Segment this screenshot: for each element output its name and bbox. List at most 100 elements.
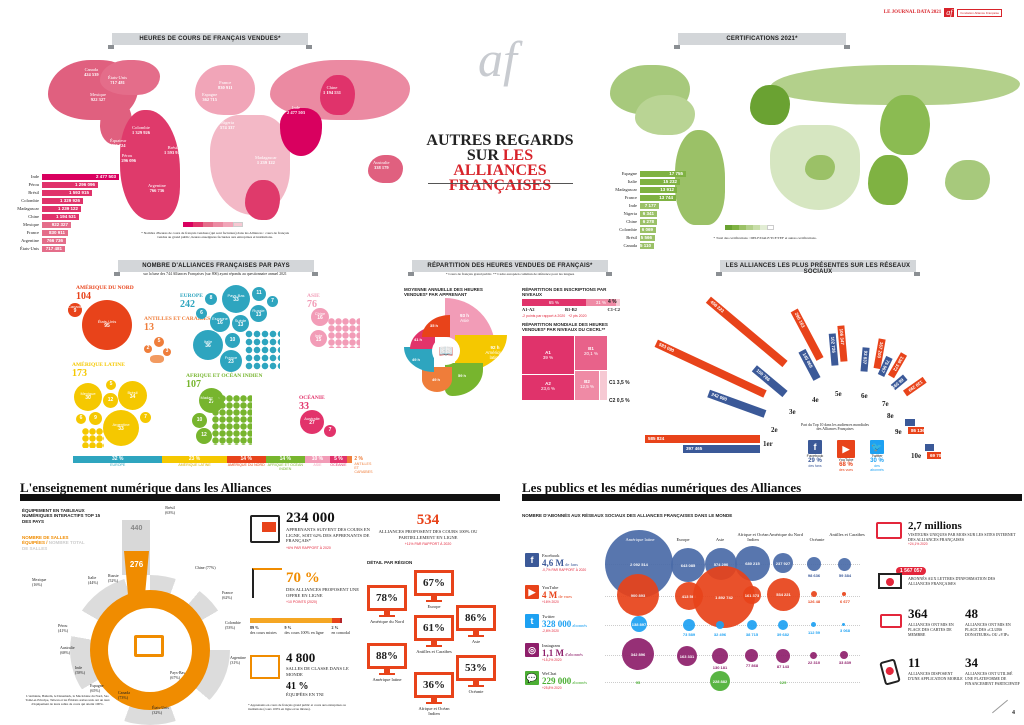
enroll-title: RÉPARTITION DES INSCRIPTIONS PAR NIVEAUX xyxy=(522,287,607,297)
bubble-uruguay: 7 xyxy=(140,412,151,423)
region-latin-america: AMÉRIQUE LATINE 173 xyxy=(72,362,125,380)
bubble-chili: 5 xyxy=(106,380,116,390)
page-divider-line xyxy=(992,699,1008,714)
title-line3: FRANÇAISES xyxy=(448,177,552,194)
kpi-online: 534 ALLIANCES PROPOSENT DES COURS 100% O… xyxy=(378,512,478,547)
hours-split-subtitle: * Cours de français grand public. ** Cad… xyxy=(445,272,575,276)
monitor-europe: 67% Europe xyxy=(414,570,454,609)
laptop-icon xyxy=(876,522,902,539)
bubble-suede: Suède 13 xyxy=(232,315,249,332)
bubble-inde: Inde 15 xyxy=(310,330,327,347)
region-europe: EUROPE 242 xyxy=(180,293,203,311)
bubble-mexique: Mexique 30 xyxy=(74,383,102,411)
wechat-icon: 💬 xyxy=(525,671,539,685)
book-icon: 📖 xyxy=(432,337,460,365)
bubble-italie: Italie 36 xyxy=(193,330,223,360)
avg-hours-title: MOYENNE ANNUELLE DES HEURES VENDUES* PAR… xyxy=(404,287,483,297)
bubble-perou: 6 xyxy=(76,414,86,424)
facebook-icon: f xyxy=(525,553,539,567)
title-line2a: SUR xyxy=(466,147,503,164)
bubble-ukraine: 6 xyxy=(196,308,207,319)
bubble-pologne: 8 xyxy=(205,293,217,305)
facebook-icon: f xyxy=(808,440,822,454)
youtube-icon: ▶ xyxy=(525,585,539,599)
monitor-caribbean: 61% Antilles et Caraïbes xyxy=(414,615,454,654)
latam-small-bubbles xyxy=(82,428,104,448)
network-facebook: Facebook 4,6 M de fans -0,7% PAR RAPPORT À… xyxy=(542,553,587,572)
kpi-learners: 234 000 APPRENANTS SUIVENT DES COURS EN … xyxy=(286,510,370,551)
monitor-africa: 36% Afrique et Océan Indien xyxy=(414,672,454,716)
bubble-france: France 23 xyxy=(220,350,242,372)
certs-bar-chart: Espagne 17 755 Italie 15 232 Madagascar 13 … xyxy=(600,170,686,250)
hours-bar-chart: Inde 2 477 503 Pérou 1 296 096 Brésil 1 593… xyxy=(2,173,119,253)
hours-map-banner: HEURES DE COURS DE FRANÇAIS VENDUES* xyxy=(108,33,312,49)
alliances-subtitle: sur la base des 744 Alliances Françaises… xyxy=(143,272,287,276)
digital-media-subtitle: NOMBRE D'ABONNÉS AUX RÉSEAUX SOCIAUX DES… xyxy=(522,513,733,518)
network-instagram: Instagram 1,1 M d'abonnés +15,2% 2020 xyxy=(542,643,583,662)
region-caribbean: ANTILLES ET CARAÏBES 13 xyxy=(144,316,211,334)
kpi-visitors: 2,7 millions VISITEURS UNIQUES PAR MOIS … xyxy=(908,520,1016,546)
alliances-banner: NOMBRE D'ALLIANCES FRANÇAISES PAR PAYS xyxy=(114,260,318,276)
journal-header: LE JOURNAL DATA 2021 af Fondation Allian… xyxy=(884,8,1002,17)
instagram-icon: ◎ xyxy=(525,643,539,657)
certs-map-legend xyxy=(725,225,774,230)
numeric-teaching-heading: L'enseignement numérique dans les Allian… xyxy=(20,480,272,495)
learners-icon xyxy=(250,515,280,543)
social-ranking-banner: LES ALLIANCES LES PLUS PRÉSENTES SUR LES… xyxy=(716,260,920,276)
bubble-norvege: 7 xyxy=(267,296,278,307)
tbi-footnote: L'Arménie, Bahreïn, le Danemark, la Macé… xyxy=(25,694,110,706)
bubble-venezuela: 9 xyxy=(89,412,102,425)
region-asia: ASIE 76 xyxy=(307,293,320,311)
bubble-portugal: 10 xyxy=(225,333,240,348)
title-line1: AUTRES REGARDS xyxy=(426,132,574,149)
mobile-app-icon xyxy=(879,658,901,686)
bubble-royaumeuni: 11 xyxy=(252,287,266,301)
kpi-member-cards: 364 ALLIANCES ONT MIS EN PLACE DES CARTE… xyxy=(908,606,954,637)
avg-hours-rose: 📖 93 h Asie 92 h Amérique latine 59 h 49 h… xyxy=(400,295,510,405)
twitter-icon: 🐦 xyxy=(870,440,884,454)
region-north-america: AMÉRIQUE DU NORD 104 xyxy=(76,285,134,303)
page-title: AUTRES REGARDS SUR LES ALLIANCES FRANÇAI… xyxy=(420,132,580,194)
digital-media-heading: Les publics et les médias numériques des… xyxy=(522,480,802,495)
offer-split-labels: 89 % des cours mixtes 9 % des cours 100% e… xyxy=(250,625,350,635)
social-shares: f Facebook 29 % des fans ▶ YouTube 68 % … xyxy=(806,440,884,472)
region-share-bar: 32 % EUROPE 23 % AMÉRIQUE LATINE 14 % AMÉRI… xyxy=(73,456,373,474)
africa-small-bubbles xyxy=(212,395,252,445)
europe-small-bubbles xyxy=(245,330,280,370)
bubble-paysbas: Pays-Bas 33 xyxy=(222,285,250,313)
numeric-teaching-rule xyxy=(20,494,500,501)
tbi-title: ÉQUIPEMENT EN TABLEAUX NUMÉRIQUES INTERA… xyxy=(22,508,101,524)
enroll-axis: A1-A2 B1-B2 C1-C2 xyxy=(522,307,620,312)
journal-label: LE JOURNAL DATA 2021 xyxy=(883,10,942,15)
network-youtube: YouTube 4 M de vues +16% 2020 xyxy=(542,585,572,604)
fondation-logo: Fondation Alliance Française xyxy=(957,8,1002,17)
hours-split-banner: RÉPARTITION DES HEURES VENDUES DE FRANÇA… xyxy=(408,260,612,276)
bubble-espagne: Espagne 16 xyxy=(210,312,230,332)
region-detail-title: DÉTAIL PAR RÉGION xyxy=(367,560,413,565)
bubble-australie: Australie 27 xyxy=(300,410,324,434)
social-bubble-matrix: Amérique latine Europe Asie Afrique et O… xyxy=(505,478,865,724)
member-card-icon xyxy=(880,614,902,628)
offer-split-bar xyxy=(250,618,342,623)
youtube-icon: ▶ xyxy=(837,440,855,458)
teacher-icon xyxy=(252,568,282,598)
bubble-nigeria: 10 xyxy=(192,413,207,428)
title-line2b: LES ALLIANCES xyxy=(453,147,547,179)
bubble-haiti: 5 xyxy=(154,337,164,347)
newsletter-badge: 1 567 057 xyxy=(896,567,927,575)
kpi-newsletter: ABONNÉS AUX LETTRES D'INFORMATION DES AL… xyxy=(908,576,996,586)
treemap-title: RÉPARTITION MONDIALE DES HEURES VENDUES*… xyxy=(522,322,608,332)
page-number: 4 xyxy=(1012,710,1015,716)
cecrl-treemap: A1 39 % A2 23,6 % B1 20,1 % B2 12,5 % xyxy=(522,336,620,400)
monitor-latin-america: 88% Amérique latine xyxy=(367,643,407,682)
kpi-footnote: * Apprenants en cours de français grand … xyxy=(248,703,346,711)
treemap-c1-label: C1 3,5 % xyxy=(609,380,630,386)
twitter-icon: t xyxy=(525,614,539,628)
title-divider xyxy=(428,183,573,184)
kpi-crowdfunding: 34 ALLIANCES ONT UTILISÉ UNE PLATEFORME … xyxy=(965,655,1020,686)
bubble-dominican: 3 xyxy=(163,348,171,356)
enroll-c-pct: 4 % xyxy=(608,299,617,305)
network-twitter: Twitter 328 000 abonnés -2,6% 2020 xyxy=(542,614,588,633)
monitor-oceania: 53% Océanie xyxy=(456,655,496,694)
bubble-argentine: Argentine 33 xyxy=(103,410,139,446)
